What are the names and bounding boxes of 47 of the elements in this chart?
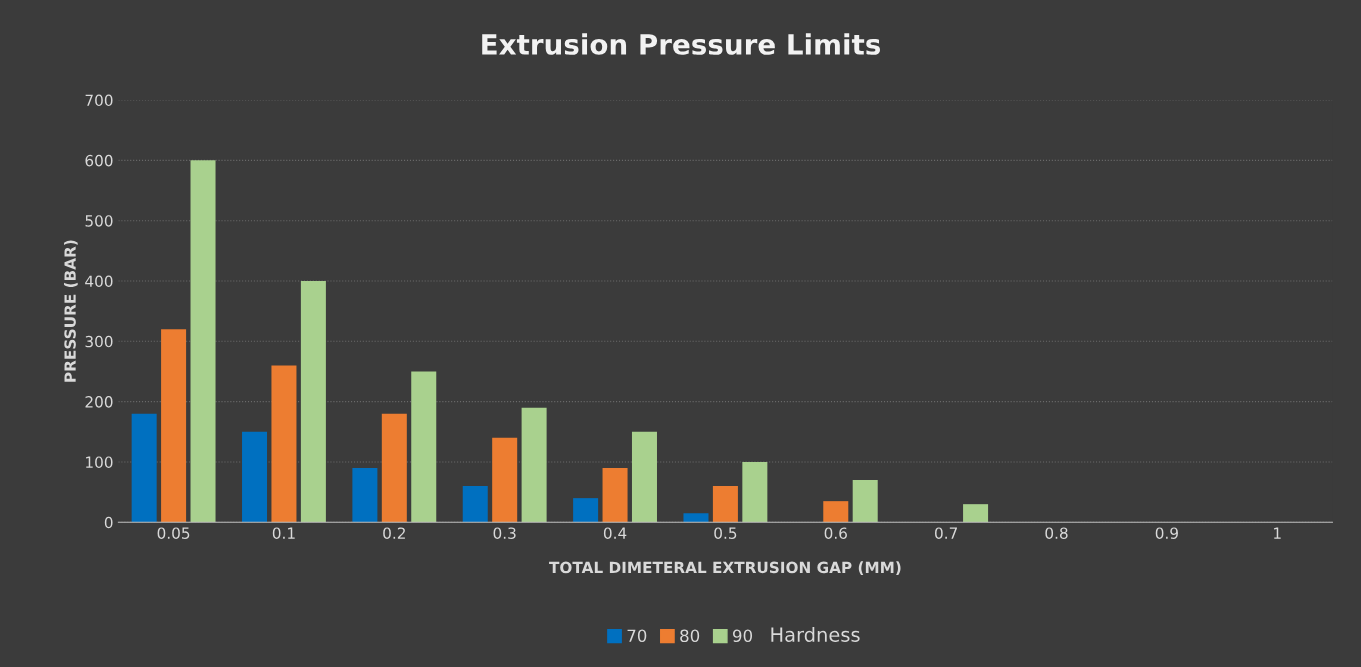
bar <box>742 461 768 523</box>
bar <box>492 437 518 523</box>
bar <box>271 365 297 523</box>
x-tick-label: 0.3 <box>493 527 516 539</box>
x-tick-label: 0.1 <box>272 527 295 539</box>
x-tick-label: 0.4 <box>603 527 627 539</box>
bar <box>411 371 437 523</box>
legend-label: 70 <box>627 629 647 643</box>
y-tick-label: 0 <box>104 516 113 529</box>
bar <box>963 504 989 523</box>
chart-title: Extrusion Pressure Limits <box>482 33 881 55</box>
y-tick-label: 300 <box>85 335 113 348</box>
x-tick-label: 0.5 <box>714 527 737 539</box>
bar <box>573 498 599 523</box>
x-tick-label: 0.9 <box>1155 527 1178 539</box>
x-tick-label: 1 <box>1274 527 1281 539</box>
y-tick-label: 500 <box>85 215 113 227</box>
y-tick-label: 700 <box>85 94 113 107</box>
bar <box>712 486 738 523</box>
x-tick-label: 0.6 <box>824 527 847 539</box>
x-tick-label: 0.05 <box>157 527 190 539</box>
y-tick-label: 400 <box>85 275 113 288</box>
x-tick-label: 0.7 <box>935 527 957 539</box>
bar <box>300 281 326 523</box>
x-axis-title: TOTAL DIMETERAL EXTRUSION GAP (MM) <box>549 561 901 575</box>
y-tick-label: 200 <box>85 396 113 408</box>
bar <box>381 413 407 523</box>
y-axis-title: PRESSURE (BAR) <box>64 240 78 382</box>
legend-label: 90 <box>732 629 753 643</box>
bar <box>852 480 878 523</box>
bar <box>602 467 628 523</box>
bar <box>462 486 488 523</box>
x-tick-label: 0.2 <box>383 527 405 539</box>
bar <box>242 431 268 523</box>
bar <box>631 431 657 523</box>
x-tick-label: 0.8 <box>1045 527 1068 539</box>
y-tick-label: 600 <box>85 154 113 167</box>
bar <box>131 413 157 523</box>
bar <box>683 513 709 523</box>
bar <box>352 467 378 523</box>
bar <box>190 160 216 523</box>
legend-title: Hardness <box>771 626 860 642</box>
y-tick-label: 100 <box>86 456 113 468</box>
bar <box>161 329 187 523</box>
bar <box>823 501 849 523</box>
bar <box>521 407 547 523</box>
legend-label: 80 <box>680 629 700 643</box>
